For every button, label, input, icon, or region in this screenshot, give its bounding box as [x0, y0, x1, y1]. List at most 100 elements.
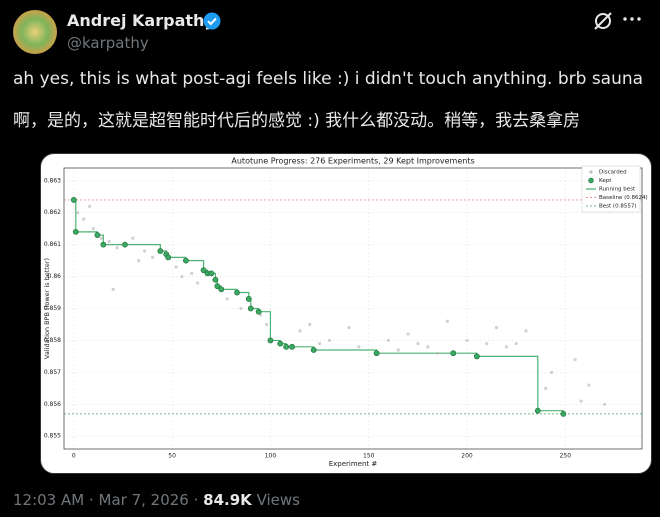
discarded-point: [357, 345, 361, 349]
discarded-point: [549, 370, 554, 374]
plot-frame: [63, 167, 643, 450]
discarded-point: [115, 246, 119, 250]
kept-point: [214, 283, 221, 290]
x-tick-label: 200: [461, 453, 473, 460]
discarded-point: [573, 357, 577, 362]
y-tick-label: 0.855: [44, 433, 61, 440]
discarded-point: [579, 399, 583, 403]
media-card[interactable]: Autotune Progress: 276 Experiments, 29 K…: [40, 153, 652, 474]
tweet-line: 啊，是的，这就是超智能时代后的感觉 :) 我什么都没动。稍等，我去桑拿房: [13, 111, 581, 131]
discarded-point: [180, 274, 184, 279]
y-tick-label: 0.862: [44, 209, 61, 216]
kept-point: [200, 267, 207, 274]
y-tick-label: 0.861: [44, 241, 61, 248]
discarded-point: [504, 345, 508, 349]
kept-point: [560, 410, 567, 417]
legend-label: Discarded: [599, 170, 627, 176]
chart-title: Autotune Progress: 276 Experiments, 29 K…: [231, 157, 474, 166]
discarded-point: [327, 338, 332, 343]
footer: 12:03 AM · Mar 7, 2026 · 84.9K Views: [13, 491, 300, 509]
more-menu[interactable]: [622, 14, 642, 24]
kept-point: [373, 350, 380, 357]
legend-label: Kept: [599, 178, 612, 184]
tweet-line: ah yes, this is what post-agi feels like…: [13, 69, 644, 89]
discarded-point: [298, 329, 302, 333]
kept-point: [94, 232, 101, 238]
kept-point: [72, 228, 79, 235]
time[interactable]: 12:03 AM: [13, 491, 85, 509]
discarded-point: [587, 383, 591, 387]
discarded-point: [494, 326, 499, 330]
kept-point: [100, 241, 107, 248]
view-count: 84.9K: [203, 491, 252, 509]
kept-point: [283, 343, 290, 350]
grok-icon[interactable]: [592, 10, 614, 32]
kept-point: [450, 350, 457, 357]
kept-point: [534, 407, 541, 414]
avatar[interactable]: [13, 10, 57, 54]
y-tick-label: 0.856: [44, 401, 61, 408]
discarded-point: [308, 322, 312, 327]
discarded-point: [524, 329, 528, 333]
y-tick-label: 0.863: [44, 177, 61, 184]
discarded-point: [485, 342, 489, 346]
discarded-point: [396, 348, 400, 352]
discarded-point: [137, 259, 141, 263]
x-tick-label: 150: [363, 453, 375, 460]
discarded-point: [111, 287, 115, 291]
discarded-point: [406, 332, 410, 336]
kept-point: [208, 270, 215, 277]
discarded-point: [225, 297, 229, 301]
x-tick-label: 50: [168, 453, 176, 460]
legend-label: Running best: [599, 187, 636, 193]
discarded-point: [465, 338, 469, 343]
legend-symbol: [589, 170, 593, 174]
kept-point: [157, 248, 164, 254]
legend-label: Best (0.8557): [599, 204, 636, 210]
discarded-point: [544, 386, 548, 390]
kept-point: [289, 343, 295, 350]
kept-point: [267, 337, 274, 344]
x-tick-label: 100: [265, 453, 277, 460]
x-tick-label: 0: [72, 453, 76, 460]
date[interactable]: Mar 7, 2026: [98, 491, 189, 509]
verified-badge: [203, 12, 221, 30]
discarded-point: [239, 306, 243, 311]
kept-point: [70, 197, 77, 203]
discarded-point: [435, 351, 440, 355]
discarded-point: [426, 345, 430, 349]
discarded-point: [386, 338, 390, 343]
kept-point: [234, 289, 240, 296]
discarded-point: [347, 326, 351, 330]
y-tick-label: 0.859: [44, 305, 61, 312]
discarded-point: [131, 236, 135, 240]
y-tick-label: 0.86: [48, 273, 62, 280]
kept-point: [255, 308, 262, 315]
kept-point: [165, 254, 172, 261]
discarded-point: [264, 322, 269, 327]
discarded-point: [174, 265, 178, 269]
y-tick-label: 0.858: [44, 337, 61, 344]
kept-point: [212, 276, 219, 283]
running-best-line: [73, 199, 564, 414]
legend-symbol: [588, 177, 594, 184]
kept-point: [247, 305, 254, 312]
author-name[interactable]: Andrej Karpathy: [67, 11, 215, 30]
kept-point: [473, 353, 480, 360]
discarded-point: [317, 342, 322, 346]
kept-point: [245, 296, 252, 302]
kept-point: [310, 347, 317, 353]
views-label: Views: [256, 491, 300, 509]
discarded-point: [514, 342, 518, 346]
discarded-point: [603, 402, 607, 406]
legend-label: Baseline (0.8624): [599, 195, 648, 201]
x-axis-label: Experiment #: [329, 460, 378, 468]
author-handle[interactable]: @karpathy: [67, 34, 149, 52]
kept-point: [218, 286, 225, 293]
discarded-point: [91, 227, 96, 231]
discarded-point: [190, 271, 194, 275]
discarded-point: [107, 239, 111, 244]
y-tick-label: 0.857: [44, 369, 61, 376]
discarded-point: [150, 255, 155, 260]
